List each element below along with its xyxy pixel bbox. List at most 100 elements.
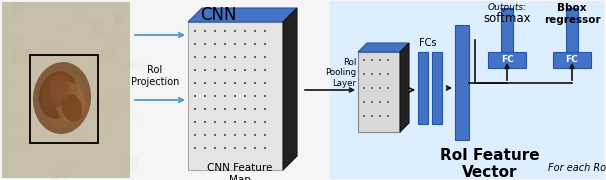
Bar	[56, 19, 68, 33]
Bar	[8, 67, 20, 78]
Polygon shape	[400, 43, 409, 132]
Bar	[68, 138, 90, 143]
Ellipse shape	[371, 115, 373, 117]
Ellipse shape	[214, 147, 216, 149]
Ellipse shape	[234, 147, 236, 149]
Bar	[13, 61, 35, 67]
Bar	[55, 27, 67, 34]
Bar	[81, 51, 91, 59]
Ellipse shape	[244, 134, 246, 136]
Bar	[432, 52, 442, 124]
Bar	[110, 90, 122, 102]
Ellipse shape	[371, 59, 373, 61]
Ellipse shape	[224, 30, 226, 32]
Bar	[49, 113, 58, 125]
Bar	[188, 22, 283, 170]
Ellipse shape	[234, 69, 236, 71]
Ellipse shape	[194, 43, 196, 45]
Ellipse shape	[264, 82, 266, 84]
Ellipse shape	[264, 30, 266, 32]
Ellipse shape	[234, 134, 236, 136]
Ellipse shape	[244, 69, 246, 71]
Ellipse shape	[363, 73, 365, 75]
Bar	[114, 13, 124, 26]
Bar	[330, 1, 604, 179]
Ellipse shape	[214, 108, 216, 110]
Ellipse shape	[194, 82, 196, 84]
Bar	[79, 94, 91, 102]
Bar	[16, 24, 25, 31]
Ellipse shape	[254, 121, 256, 123]
Text: FCs: FCs	[419, 38, 437, 48]
Bar	[72, 128, 90, 138]
Bar	[87, 26, 106, 32]
Ellipse shape	[204, 134, 206, 136]
Ellipse shape	[264, 56, 266, 58]
Bar	[128, 61, 147, 68]
Ellipse shape	[204, 43, 206, 45]
Ellipse shape	[387, 73, 389, 75]
Ellipse shape	[224, 56, 226, 58]
Bar	[8, 53, 28, 58]
Ellipse shape	[254, 147, 256, 149]
Ellipse shape	[42, 71, 88, 129]
Ellipse shape	[224, 108, 226, 110]
Ellipse shape	[363, 59, 365, 61]
Bar	[358, 52, 400, 132]
Ellipse shape	[214, 56, 216, 58]
Bar	[19, 45, 36, 53]
Ellipse shape	[194, 95, 196, 97]
Ellipse shape	[234, 95, 236, 97]
Bar	[58, 160, 75, 167]
Bar	[88, 103, 101, 116]
Ellipse shape	[204, 95, 206, 97]
Bar	[50, 169, 70, 180]
Bar	[56, 69, 79, 78]
Ellipse shape	[379, 87, 381, 89]
Ellipse shape	[254, 134, 256, 136]
Ellipse shape	[264, 108, 266, 110]
Bar	[41, 46, 64, 59]
Text: RoI Feature
Vector: RoI Feature Vector	[440, 148, 540, 180]
Ellipse shape	[194, 147, 196, 149]
Ellipse shape	[254, 82, 256, 84]
Bar	[50, 121, 59, 127]
Polygon shape	[358, 43, 409, 52]
Bar	[102, 105, 118, 113]
Ellipse shape	[264, 95, 266, 97]
Ellipse shape	[234, 43, 236, 45]
Ellipse shape	[264, 43, 266, 45]
Bar	[553, 52, 591, 68]
Bar	[90, 20, 103, 33]
Ellipse shape	[234, 108, 236, 110]
Ellipse shape	[264, 147, 266, 149]
Bar	[95, 101, 105, 110]
Bar	[12, 139, 27, 152]
Bar	[56, 25, 65, 31]
Polygon shape	[188, 8, 297, 22]
Ellipse shape	[214, 30, 216, 32]
Ellipse shape	[214, 134, 216, 136]
Ellipse shape	[371, 73, 373, 75]
Bar	[10, 49, 30, 63]
Ellipse shape	[387, 101, 389, 103]
Bar	[96, 102, 109, 115]
Ellipse shape	[244, 56, 246, 58]
Bar	[501, 8, 513, 52]
Text: softmax: softmax	[483, 12, 531, 25]
Ellipse shape	[42, 75, 68, 109]
Ellipse shape	[244, 147, 246, 149]
Ellipse shape	[224, 69, 226, 71]
Bar	[30, 55, 98, 143]
Bar	[76, 71, 85, 84]
Bar	[12, 116, 31, 125]
Bar	[73, 72, 82, 82]
Bar	[15, 55, 36, 65]
Ellipse shape	[224, 95, 226, 97]
Ellipse shape	[204, 56, 206, 58]
Ellipse shape	[387, 87, 389, 89]
Bar	[78, 11, 87, 24]
Bar	[455, 25, 469, 140]
Text: For each RoI: For each RoI	[548, 163, 606, 173]
Text: Outputs:: Outputs:	[487, 3, 527, 12]
